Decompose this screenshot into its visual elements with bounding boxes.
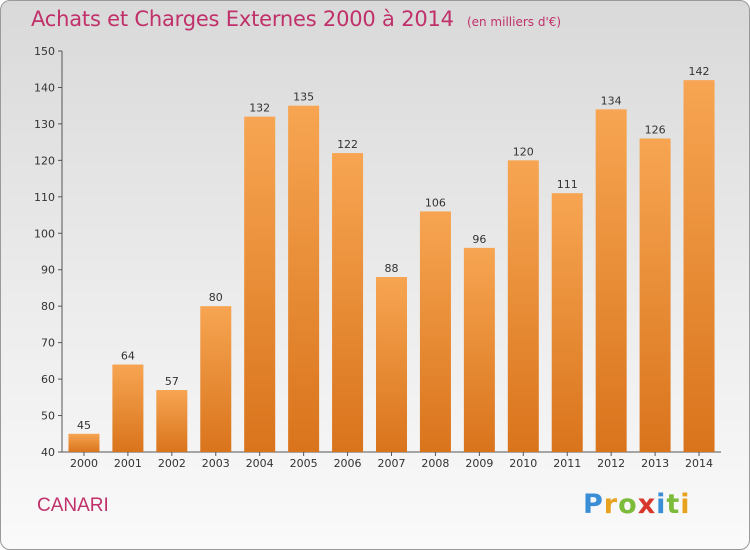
- x-tick-label: 2009: [465, 457, 493, 470]
- y-tick-label: 120: [34, 154, 55, 167]
- value-label: 57: [165, 375, 179, 388]
- value-label: 122: [337, 138, 358, 151]
- y-tick-label: 100: [34, 227, 55, 240]
- title-block: Achats et Charges Externes 2000 à 2014 (…: [31, 7, 561, 31]
- value-label: 111: [557, 178, 578, 191]
- x-tick-label: 2003: [202, 457, 230, 470]
- bar-2001: [112, 364, 144, 452]
- bar-2009: [463, 247, 495, 452]
- value-label: 64: [121, 350, 135, 363]
- x-tick-label: 2005: [290, 457, 318, 470]
- bar-2006: [332, 153, 364, 452]
- value-label: 135: [293, 91, 314, 104]
- value-label: 106: [425, 196, 446, 209]
- x-tick-label: 2004: [246, 457, 274, 470]
- x-tick-label: 2014: [685, 457, 713, 470]
- y-tick-label: 70: [41, 337, 55, 350]
- value-label: 132: [249, 102, 270, 115]
- x-tick-label: 2000: [70, 457, 98, 470]
- x-tick-label: 2002: [158, 457, 186, 470]
- value-label: 45: [77, 419, 91, 432]
- bar-2007: [376, 277, 407, 452]
- y-tick-label: 140: [34, 81, 55, 94]
- x-tick-label: 2013: [641, 457, 669, 470]
- value-label: 88: [385, 262, 399, 275]
- chart-subtitle: (en milliers d'€): [466, 15, 562, 29]
- chart-labels: 2000 45 2001 64 2002 57 2003 80 2004 132 2005 135 20…: [70, 65, 713, 470]
- y-tick-label: 50: [41, 410, 55, 423]
- chart-bars: [68, 80, 715, 453]
- x-tick-label: 2006: [334, 457, 362, 470]
- bar-2010: [507, 160, 539, 452]
- value-label: 126: [645, 123, 666, 136]
- y-tick-label: 110: [34, 191, 55, 204]
- y-tick-label: 60: [41, 373, 55, 386]
- x-tick-label: 2007: [378, 457, 406, 470]
- bar-2004: [244, 116, 276, 453]
- value-label: 96: [472, 233, 486, 246]
- y-tick-label: 90: [41, 264, 55, 277]
- y-tick-label: 40: [41, 446, 55, 459]
- x-tick-label: 2011: [553, 457, 581, 470]
- bar-2008: [419, 211, 451, 452]
- brand-logo: Proxiti: [583, 489, 691, 520]
- commune-name: CANARI: [37, 495, 109, 516]
- x-tick-label: 2012: [597, 457, 625, 470]
- bar-2013: [639, 138, 671, 452]
- x-tick-label: 2010: [509, 457, 537, 470]
- bar-2014: [683, 80, 715, 452]
- bar-2012: [595, 109, 627, 452]
- x-tick-label: 2001: [114, 457, 142, 470]
- bar-2011: [551, 193, 583, 452]
- bar-2000: [68, 433, 100, 452]
- bar-2003: [200, 306, 232, 452]
- x-tick-label: 2008: [421, 457, 449, 470]
- value-label: 80: [209, 291, 223, 304]
- value-label: 134: [601, 94, 622, 107]
- value-label: 142: [689, 65, 710, 78]
- bar-2005: [288, 105, 320, 452]
- chart-title: Achats et Charges Externes 2000 à 2014: [31, 7, 454, 31]
- y-tick-label: 80: [41, 300, 55, 313]
- bar-2002: [156, 390, 188, 452]
- y-tick-label: 150: [34, 45, 55, 58]
- value-label: 120: [513, 145, 534, 158]
- y-tick-label: 130: [34, 118, 55, 131]
